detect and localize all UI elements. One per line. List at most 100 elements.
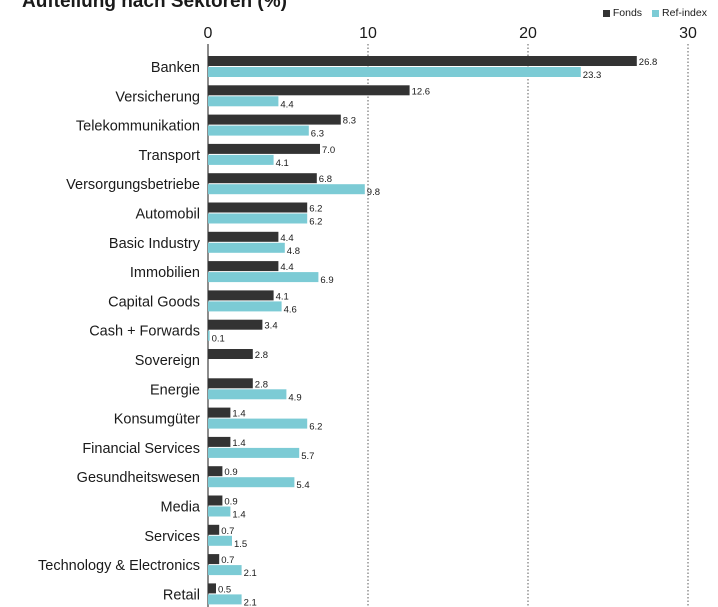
data-label: 4.6 <box>284 304 297 315</box>
bar-fonds <box>208 495 223 506</box>
bar-ref-index <box>208 96 279 107</box>
data-label: 0.7 <box>221 526 234 537</box>
x-tick-label: 20 <box>519 25 537 42</box>
bar-fonds <box>208 407 231 418</box>
data-label: 4.9 <box>288 392 301 403</box>
category-label: Versicherung <box>115 89 200 105</box>
data-label: 4.1 <box>276 291 289 302</box>
data-label: 1.4 <box>232 409 245 420</box>
bar-fonds <box>208 114 341 125</box>
category-label: Basic Industry <box>109 236 201 252</box>
legend-label-fonds: Fonds <box>612 7 643 19</box>
legend-item-fonds: Fonds <box>602 7 643 19</box>
data-label: 1.4 <box>232 510 245 521</box>
bar-fonds <box>208 290 274 301</box>
data-label: 1.4 <box>232 438 245 449</box>
data-label: 2.1 <box>244 597 257 607</box>
bar-fonds <box>208 319 263 330</box>
category-label: Cash + Forwards <box>89 324 200 340</box>
data-label: 12.6 <box>412 86 431 97</box>
data-label: 4.1 <box>276 158 289 169</box>
data-label: 7.0 <box>322 145 335 156</box>
category-label: Banken <box>151 60 200 76</box>
category-label: Retail <box>163 587 200 603</box>
category-label: Media <box>161 500 201 516</box>
bar-fonds <box>208 554 220 565</box>
bar-ref-index <box>208 506 231 517</box>
data-label: 6.9 <box>320 275 333 286</box>
legend: Fonds Ref-index <box>602 7 707 19</box>
data-label: 4.8 <box>287 246 300 257</box>
x-tick-label: 30 <box>679 25 697 42</box>
bar-ref-index <box>208 330 210 341</box>
data-label: 6.8 <box>319 174 332 185</box>
data-label: 8.3 <box>343 116 356 127</box>
data-label: 0.1 <box>212 334 225 345</box>
bar-ref-index <box>208 447 300 458</box>
bar-fonds <box>208 261 279 272</box>
data-label: 6.2 <box>309 422 322 433</box>
data-label: 26.8 <box>639 57 658 68</box>
category-label: Versorgungsbetriebe <box>66 177 200 193</box>
data-label: 3.4 <box>264 321 277 332</box>
bar-fonds <box>208 143 320 154</box>
bar-fonds <box>208 349 253 359</box>
data-label: 5.7 <box>301 451 314 462</box>
chart-title: Aufteilung nach Sektoren (%) <box>22 0 287 12</box>
bar-ref-index <box>208 301 282 312</box>
bar-fonds <box>208 378 253 389</box>
bar-ref-index <box>208 594 242 605</box>
bar-fonds <box>208 466 223 477</box>
legend-swatch-ref-index <box>652 9 660 17</box>
bar-fonds <box>208 173 317 184</box>
bar-ref-index <box>208 565 242 576</box>
legend-swatch-fonds <box>602 9 610 17</box>
category-label: Capital Goods <box>108 294 200 310</box>
bar-ref-index <box>208 154 274 165</box>
category-label: Technology & Electronics <box>38 558 200 574</box>
data-label: 23.3 <box>583 70 602 81</box>
bar-fonds <box>208 85 410 96</box>
bar-fonds <box>208 56 637 66</box>
data-label: 1.5 <box>234 539 247 550</box>
category-label: Energie <box>150 382 200 398</box>
bar-fonds <box>208 524 220 535</box>
category-label: Transport <box>138 148 200 164</box>
data-label: 2.1 <box>244 568 257 579</box>
category-label: Sovereign <box>135 353 200 369</box>
data-label: 0.7 <box>221 555 234 566</box>
bar-ref-index <box>208 477 295 488</box>
x-tick-label: 0 <box>204 25 213 42</box>
bar-fonds <box>208 436 231 447</box>
legend-item-ref-index: Ref-index <box>652 7 707 19</box>
legend-label-ref-index: Ref-index <box>662 7 707 19</box>
data-label: 6.2 <box>309 217 322 228</box>
bar-fonds <box>208 231 279 242</box>
bar-ref-index <box>208 389 287 400</box>
bar-ref-index <box>208 67 581 77</box>
category-label: Immobilien <box>130 265 200 281</box>
data-label: 0.5 <box>218 584 231 595</box>
data-label: 4.4 <box>280 262 293 273</box>
data-label: 5.4 <box>296 480 309 491</box>
data-label: 0.9 <box>224 467 237 478</box>
bar-ref-index <box>208 242 285 253</box>
data-label: 4.4 <box>280 233 293 244</box>
bar-ref-index <box>208 272 319 283</box>
category-label: Services <box>144 529 200 545</box>
data-label: 6.3 <box>311 129 324 140</box>
x-tick-label: 10 <box>359 25 377 42</box>
bar-fonds <box>208 583 216 594</box>
category-label: Konsumgüter <box>114 412 200 428</box>
bar-fonds <box>208 202 308 213</box>
data-label: 2.8 <box>255 350 268 361</box>
data-label: 4.4 <box>280 99 293 110</box>
data-label: 2.8 <box>255 379 268 390</box>
data-label: 0.9 <box>224 497 237 508</box>
data-label: 6.2 <box>309 204 322 215</box>
category-label: Financial Services <box>82 441 200 457</box>
category-label: Telekommunikation <box>76 119 200 135</box>
data-label: 9.8 <box>367 187 380 198</box>
category-label: Automobil <box>136 207 200 223</box>
